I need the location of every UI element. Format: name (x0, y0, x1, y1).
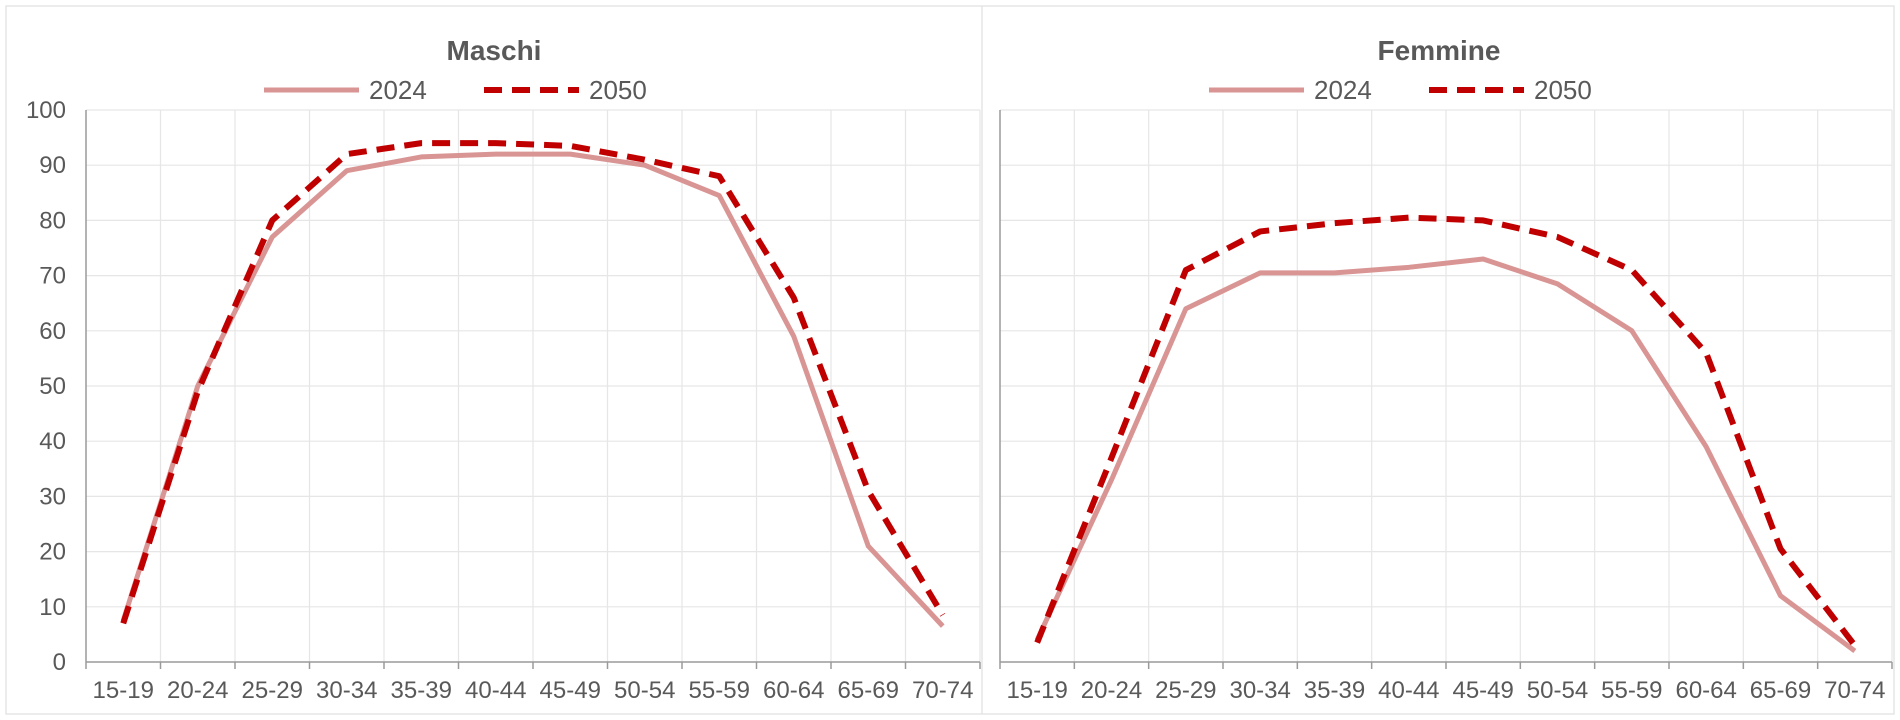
data-point (866, 489, 870, 493)
data-point (717, 174, 721, 178)
data-point (792, 296, 796, 300)
series-line-2050 (120, 140, 946, 625)
x-tick-label: 20-24 (1081, 677, 1142, 704)
x-tick-label: 55-59 (689, 677, 750, 704)
y-tick-label: 40 (39, 428, 66, 455)
x-tick-label: 65-69 (838, 677, 899, 704)
data-point (1704, 351, 1708, 355)
y-tick-label: 0 (53, 649, 66, 676)
x-tick-label: 20-24 (167, 677, 228, 704)
data-point (1556, 282, 1560, 286)
data-point (717, 194, 721, 198)
data-point (941, 613, 945, 617)
data-point (643, 163, 647, 167)
x-tick-label: 25-29 (1155, 677, 1216, 704)
data-point (196, 384, 200, 388)
series-line-2024 (120, 151, 945, 628)
data-point (1258, 271, 1262, 275)
x-tick-label: 60-64 (1675, 677, 1736, 704)
x-tick-label: 40-44 (465, 677, 526, 704)
data-point (1184, 307, 1188, 311)
x-tick-label: 65-69 (1750, 677, 1811, 704)
figure-frame (5, 5, 1895, 715)
data-point (121, 621, 125, 625)
x-tick-label: 45-49 (540, 677, 601, 704)
x-tick-label: 70-74 (1824, 677, 1885, 704)
y-tick-label: 10 (39, 594, 66, 621)
data-point (270, 235, 274, 239)
x-tick-label: 35-39 (391, 677, 452, 704)
x-tick-label: 55-59 (1601, 677, 1662, 704)
data-point (419, 155, 423, 159)
legend: 2024 2050 (264, 75, 647, 105)
data-point (643, 158, 647, 162)
data-point (419, 141, 423, 145)
y-tick-label: 80 (39, 207, 66, 234)
data-point (941, 624, 945, 628)
data-point (1184, 268, 1188, 272)
data-point (866, 544, 870, 548)
data-point (1110, 456, 1114, 460)
y-tick-label: 70 (39, 263, 66, 290)
data-point (1853, 649, 1857, 653)
chart-title: Maschi (447, 35, 542, 66)
data-point (1481, 257, 1485, 261)
series-line-2024 (1034, 256, 1857, 653)
data-point (345, 169, 349, 173)
x-tick-label: 50-54 (614, 677, 675, 704)
x-tick-label: 50-54 (1527, 677, 1588, 704)
data-point (1258, 229, 1262, 233)
data-point (1630, 268, 1634, 272)
legend-label: 2050 (1534, 75, 1592, 105)
y-tick-label: 60 (39, 318, 66, 345)
legend: 2024 2050 (1209, 75, 1592, 105)
data-point (1333, 221, 1337, 225)
data-point (1704, 445, 1708, 449)
x-tick-label: 30-34 (1229, 677, 1290, 704)
y-tick-label: 50 (39, 373, 66, 400)
x-tick-label: 30-34 (316, 677, 377, 704)
data-point (1779, 547, 1783, 551)
y-tick-label: 90 (39, 152, 66, 179)
chart-panel-1: 0 10 20 30 40 50 60 70 80 90 100 15-19 20-24 25-29 30-… (26, 35, 981, 704)
data-point (345, 152, 349, 156)
data-point (1481, 218, 1485, 222)
data-point (1407, 265, 1411, 269)
legend-label: 2024 (369, 75, 427, 105)
data-point (792, 334, 796, 338)
data-point (494, 152, 498, 156)
x-tick-label: 35-39 (1304, 677, 1365, 704)
data-point (1110, 478, 1114, 482)
x-tick-label: 60-64 (763, 677, 824, 704)
x-tick-label: 25-29 (242, 677, 303, 704)
data-point (494, 141, 498, 145)
series-line-2050 (1034, 214, 1858, 648)
data-point (568, 152, 572, 156)
data-point (1407, 216, 1411, 220)
legend-label: 2024 (1314, 75, 1372, 105)
y-tick-label: 20 (39, 539, 66, 566)
data-point (1333, 271, 1337, 275)
legend-label: 2050 (589, 75, 647, 105)
data-point (196, 390, 200, 394)
data-point (1779, 594, 1783, 598)
data-point (1853, 643, 1857, 647)
y-tick-label: 100 (26, 97, 66, 124)
x-tick-label: 70-74 (912, 677, 973, 704)
data-point (1035, 641, 1039, 645)
x-tick-label: 45-49 (1452, 677, 1513, 704)
chart-panel-2: 15-19 20-24 25-29 30-34 35-39 40-44 45-49 50-54… (999, 35, 1893, 704)
data-point (1556, 235, 1560, 239)
x-tick-label: 40-44 (1378, 677, 1439, 704)
chart-title: Femmine (1378, 35, 1501, 66)
y-tick-label: 30 (39, 483, 66, 510)
data-point (568, 144, 572, 148)
data-point (270, 218, 274, 222)
x-tick-label: 15-19 (1006, 677, 1067, 704)
x-tick-label: 15-19 (93, 677, 154, 704)
data-point (1630, 329, 1634, 333)
